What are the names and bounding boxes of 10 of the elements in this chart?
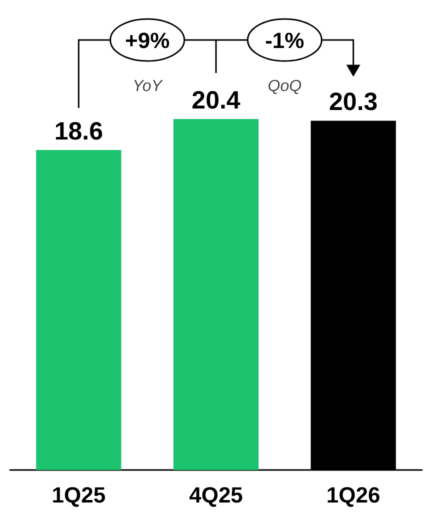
text: -1% <box>265 28 304 53</box>
x-tick-label: 1Q26 <box>326 482 380 508</box>
text: +9% <box>125 28 170 53</box>
data-label: 18.6 <box>54 117 104 146</box>
data-label: 20.3 <box>328 88 378 116</box>
data-label: 20.4 <box>192 86 240 114</box>
x-tick-label: 1Q25 <box>52 482 106 508</box>
x-tick-label: 4Q25 <box>189 482 243 508</box>
text: YoY <box>132 78 164 95</box>
text: QoQ <box>268 78 302 95</box>
